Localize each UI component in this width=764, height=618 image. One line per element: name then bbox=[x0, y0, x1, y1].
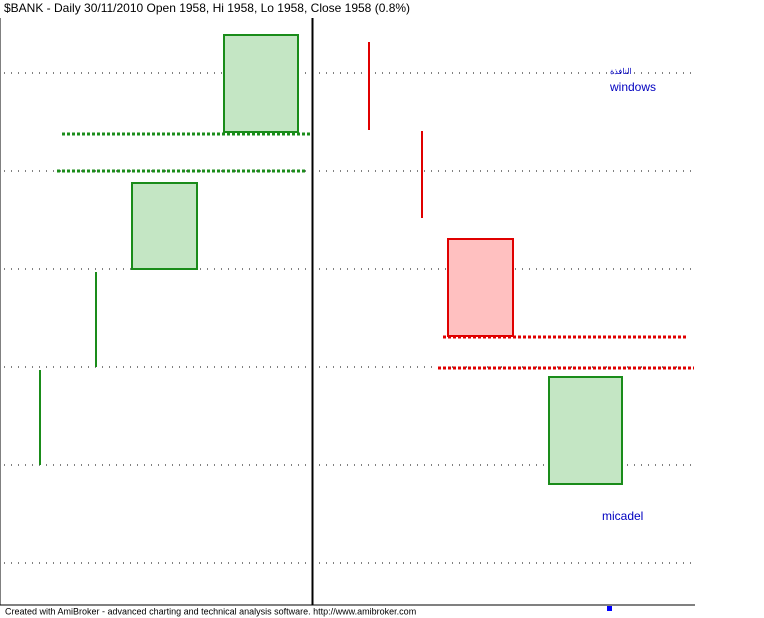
annotation: windows bbox=[609, 80, 656, 94]
annotation: النافذة bbox=[610, 67, 632, 76]
left-candles bbox=[39, 34, 312, 465]
candle-body bbox=[548, 376, 623, 485]
marker bbox=[607, 606, 612, 611]
right-candles bbox=[368, 42, 694, 485]
footer: Created with AmiBroker - advanced charti… bbox=[5, 606, 416, 616]
candle-body bbox=[447, 238, 514, 337]
candle-body bbox=[223, 34, 299, 133]
candle-body bbox=[131, 182, 198, 270]
chart-title: $BANK - Daily 30/11/2010 Open 1958, Hi 1… bbox=[4, 1, 410, 15]
annotation: micadel bbox=[602, 509, 643, 523]
